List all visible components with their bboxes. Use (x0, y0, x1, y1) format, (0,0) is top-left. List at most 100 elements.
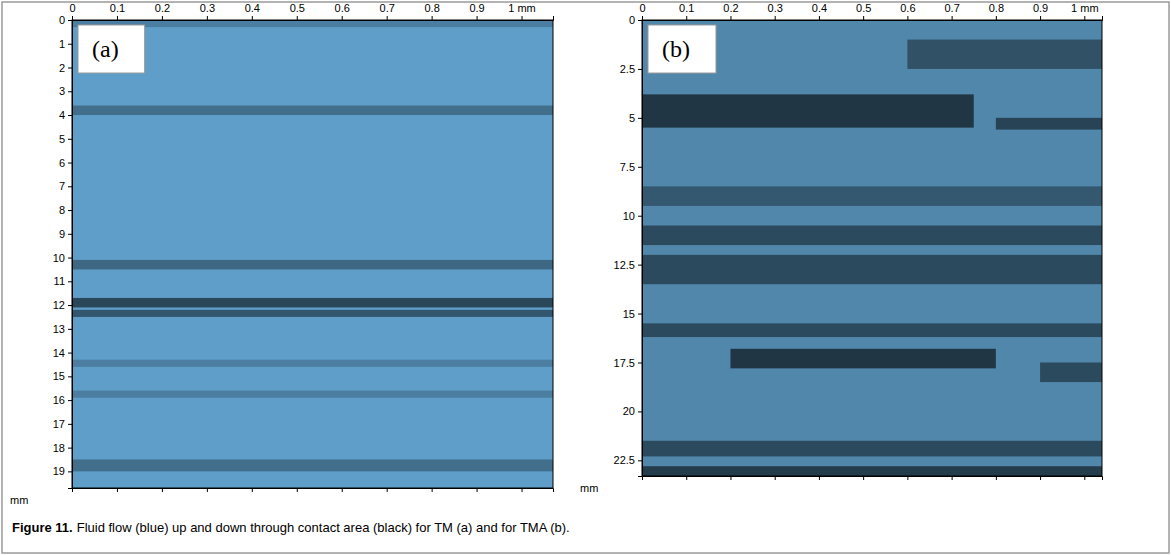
x-bottom-tick-mark (252, 488, 253, 492)
x-tick: 0.8 (989, 2, 1004, 20)
x-tick-label: 0 (69, 2, 75, 14)
x-tick-mark (907, 16, 908, 20)
y-tick-label: 7.5 (620, 161, 635, 173)
x-bottom-tick (1040, 476, 1041, 480)
contact-band (72, 310, 553, 317)
y-tick-mark (68, 400, 72, 401)
y-tick-mark (638, 314, 642, 315)
y-tick: 1 (59, 38, 72, 50)
x-tick-label: 0.6 (900, 2, 915, 14)
x-tick-mark (1040, 16, 1041, 20)
x-tick-mark (207, 16, 208, 20)
x-bottom-tick-mark (342, 488, 343, 492)
contact-band (996, 118, 1102, 130)
x-bottom-tick-mark (819, 476, 820, 480)
x-axis-bottom (73, 488, 554, 492)
x-tick: 0.7 (944, 2, 959, 20)
y-tick: 2.5 (620, 63, 642, 75)
y-tick: 17.5 (614, 357, 642, 369)
x-bottom-tick-mark (297, 488, 298, 492)
x-tick: 0 (639, 2, 645, 20)
x-tick-mark (819, 16, 820, 20)
x-tick-mark (863, 16, 864, 20)
y-tick-label: 5 (59, 133, 65, 145)
x-bottom-tick (252, 488, 253, 492)
x-bottom-tick (162, 488, 163, 492)
contact-band (1040, 362, 1102, 382)
x-bottom-tick (117, 488, 118, 492)
x-tick-label: 0.7 (944, 2, 959, 14)
y-tick-label: 7 (59, 180, 65, 192)
y-tick: 10 (53, 252, 72, 264)
y-tick-mark (68, 115, 72, 116)
x-tick-label: 0.4 (245, 2, 260, 14)
x-bottom-tick-mark (996, 476, 997, 480)
y-tick-label: 2 (59, 62, 65, 74)
contact-band (72, 360, 553, 367)
contact-band (72, 20, 553, 488)
y-tick-label: 17.5 (614, 357, 635, 369)
x-tick: 0.3 (768, 2, 783, 20)
x-tick: 0.1 (110, 2, 125, 20)
panel-label-box (78, 25, 145, 73)
x-bottom-tick-mark (1040, 476, 1041, 480)
x-axis-line (643, 16, 1103, 21)
y-tick: 13 (53, 323, 72, 335)
y-tick-label: 12 (53, 299, 65, 311)
caption-label: Figure 11. (12, 520, 73, 535)
x-tick-label: 0.2 (155, 2, 170, 14)
y-tick-mark (638, 69, 642, 70)
y-tick-label: 15 (53, 370, 65, 382)
x-tick: 1 mm (1071, 2, 1099, 20)
y-tick-label: 22.5 (614, 454, 635, 466)
x-tick-label: 0.9 (1033, 2, 1048, 14)
y-tick: 8 (59, 204, 72, 216)
x-tick: 0.8 (424, 2, 439, 20)
x-tick-mark (72, 16, 73, 20)
y-tick: 12 (53, 299, 72, 311)
contact-band (642, 186, 1102, 206)
y-tick-mark (68, 424, 72, 425)
panel-label-text: (b) (662, 36, 690, 62)
y-tick-label: 12.5 (614, 259, 635, 271)
x-bottom-tick-mark (117, 488, 118, 492)
y-tick-mark (68, 44, 72, 45)
x-tick-label: 0.7 (380, 2, 395, 14)
x-tick-mark (1084, 16, 1085, 20)
x-axis-bottom (643, 476, 1103, 480)
contact-band (642, 20, 1102, 476)
y-tick: 10 (623, 210, 642, 222)
x-tick-label: 0.3 (768, 2, 783, 14)
x-tick-mark (432, 16, 433, 20)
panel-label: (b) (648, 25, 716, 73)
contact-band (642, 94, 974, 127)
y-tick: 3 (59, 85, 72, 97)
contact-band (72, 106, 553, 116)
fluid-background (72, 20, 553, 488)
x-bottom-tick (387, 488, 388, 492)
x-bottom-tick (342, 488, 343, 492)
y-tick: 11 (54, 275, 72, 287)
x-tick-mark (387, 16, 388, 20)
y-tick-label: 9 (59, 228, 65, 240)
x-bottom-tick-mark (207, 488, 208, 492)
y-tick-mark (68, 329, 72, 330)
y-tick-mark (68, 305, 72, 306)
y-tick-mark (68, 376, 72, 377)
x-bottom-tick-mark (477, 488, 478, 492)
x-tick: 0.2 (723, 2, 738, 20)
x-axis-line (73, 16, 554, 21)
y-tick-mark (68, 20, 72, 21)
x-tick: 0.2 (155, 2, 170, 20)
x-tick: 0.6 (900, 2, 915, 20)
x-tick: 0.4 (812, 2, 827, 20)
y-tick: 22.5 (614, 454, 642, 466)
x-tick-mark (996, 16, 997, 20)
y-tick-label: 10 (623, 210, 635, 222)
x-bottom-tick (522, 488, 523, 492)
y-tick-mark (68, 258, 72, 259)
y-tick-label: 4 (59, 109, 65, 121)
x-axis: 00.10.20.30.40.50.60.70.80.91 mm (69, 2, 553, 21)
y-tick: 4 (59, 109, 72, 121)
x-tick: 0.5 (290, 2, 305, 20)
